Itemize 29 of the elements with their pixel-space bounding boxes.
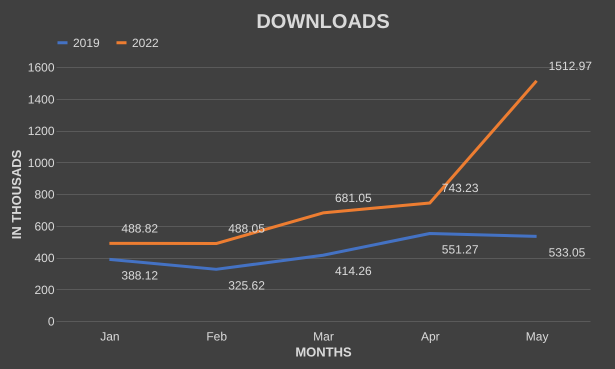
y-axis-title: IN THOUSADS [8, 149, 24, 240]
data-label: 488.05 [228, 222, 266, 236]
data-label: 551.27 [442, 242, 479, 256]
y-tick-label: 0 [48, 314, 55, 328]
chart-title: DOWNLOADS [256, 11, 390, 33]
x-tick-label: Mar [313, 330, 334, 344]
legend-label: 2022 [132, 36, 160, 50]
data-label: 388.12 [121, 268, 158, 282]
data-label: 533.05 [548, 245, 586, 260]
legend-label: 2019 [73, 36, 100, 50]
y-tick-label: 400 [34, 251, 55, 265]
data-label: 325.62 [228, 278, 266, 292]
data-label: 488.82 [121, 221, 158, 236]
x-tick-label: Apr [420, 330, 440, 344]
data-label: 1512.97 [548, 58, 592, 73]
y-tick-label: 1400 [28, 92, 55, 106]
x-axis-title: MONTHS [295, 344, 352, 360]
y-tick-label: 200 [34, 282, 55, 297]
data-label: 414.26 [335, 264, 372, 278]
x-tick-label: Jan [100, 330, 120, 344]
data-label: 681.05 [335, 190, 372, 205]
y-tick-label: 600 [34, 219, 55, 234]
y-tick-label: 800 [34, 188, 55, 202]
x-tick-label: Feb [206, 330, 228, 344]
x-tick-label: May [526, 330, 548, 344]
line-series [108, 79, 538, 246]
y-tick-label: 1200 [28, 124, 55, 138]
y-tick-label: 1000 [28, 156, 55, 170]
y-tick-label: 1600 [28, 60, 55, 74]
